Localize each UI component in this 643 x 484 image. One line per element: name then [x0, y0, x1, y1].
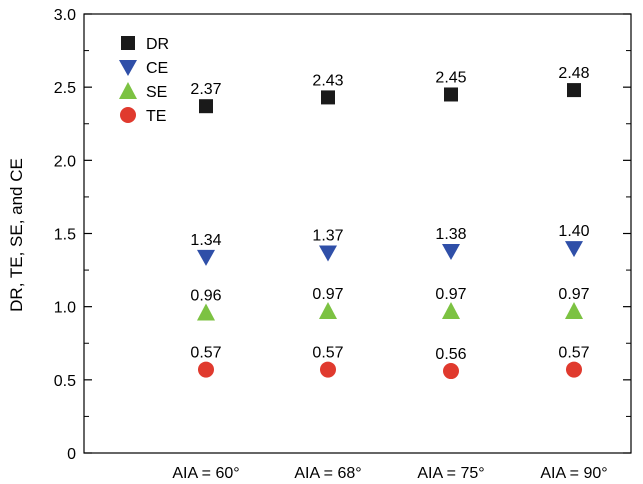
se-marker: [565, 302, 583, 320]
y-tick-labels: 0 0.5 1.0 1.5 2.0 2.5 3.0: [54, 7, 76, 463]
dr-marker: [567, 83, 581, 98]
y-axis-title: DR, TE, SE, and CE: [7, 158, 26, 312]
ce-marker: [565, 241, 583, 258]
y-tick-label: 0: [67, 446, 76, 463]
legend-se-marker: [119, 82, 137, 99]
legend-te-label: TE: [146, 108, 166, 125]
se-marker: [442, 302, 460, 320]
legend-te-marker: [120, 107, 136, 123]
legend-se-label: SE: [146, 84, 167, 101]
y-tick-label: 0.5: [54, 373, 76, 390]
ce-data-label: 1.34: [190, 232, 221, 249]
se-data-label: 0.97: [558, 286, 589, 303]
axis-ticks: [84, 13, 631, 454]
y-tick-label: 2.0: [54, 153, 76, 170]
ce-marker: [197, 249, 215, 266]
x-tick-label: AIA = 90°: [540, 465, 607, 482]
se-data-label: 0.97: [435, 286, 466, 303]
x-tick-label: AIA = 75°: [417, 465, 484, 482]
ce-marker: [442, 244, 460, 261]
te-data-label: 0.56: [435, 346, 466, 363]
ce-data-label: 1.37: [312, 228, 343, 245]
y-axis-label: DR, TE, SE, and CE: [7, 158, 26, 312]
legend-ce-label: CE: [146, 60, 168, 77]
dr-marker: [321, 90, 335, 105]
te-marker: [443, 363, 459, 380]
x-tick-label: AIA = 60°: [172, 465, 239, 482]
data-labels: 2.37 2.43 2.45 2.48 1.34 1.37 1.38 1.40 0.96 0.97…: [190, 65, 589, 363]
plot-frame: [83, 13, 632, 454]
te-data-label: 0.57: [558, 345, 589, 362]
se-data-label: 0.96: [190, 288, 221, 305]
x-tick-label: AIA = 68°: [294, 465, 361, 482]
legend: DR CE SE TE: [119, 36, 169, 125]
y-tick-label: 2.5: [54, 80, 76, 97]
legend-dr-marker: [121, 36, 135, 50]
te-marker: [566, 361, 582, 378]
dr-marker: [199, 99, 213, 114]
ce-data-label: 1.40: [558, 223, 589, 240]
te-marker: [198, 361, 214, 378]
dr-marker: [444, 87, 458, 102]
se-data-label: 0.97: [312, 286, 343, 303]
data-markers: [197, 83, 583, 380]
dr-data-label: 2.45: [435, 69, 466, 86]
legend-dr-label: DR: [146, 36, 169, 53]
ce-data-label: 1.38: [435, 226, 466, 243]
y-tick-label: 1.5: [54, 227, 76, 244]
ce-marker: [319, 245, 337, 262]
te-data-label: 0.57: [190, 345, 221, 362]
dr-data-label: 2.37: [190, 81, 221, 98]
dr-data-label: 2.43: [312, 72, 343, 89]
y-tick-label: 3.0: [54, 7, 76, 24]
te-marker: [320, 361, 336, 378]
y-tick-label: 1.0: [54, 300, 76, 317]
legend-ce-marker: [119, 60, 137, 76]
se-marker: [319, 302, 337, 320]
te-data-label: 0.57: [312, 345, 343, 362]
se-marker: [197, 303, 215, 321]
dr-data-label: 2.48: [558, 65, 589, 82]
x-tick-labels: AIA = 60° AIA = 68° AIA = 75° AIA = 90°: [172, 465, 607, 482]
